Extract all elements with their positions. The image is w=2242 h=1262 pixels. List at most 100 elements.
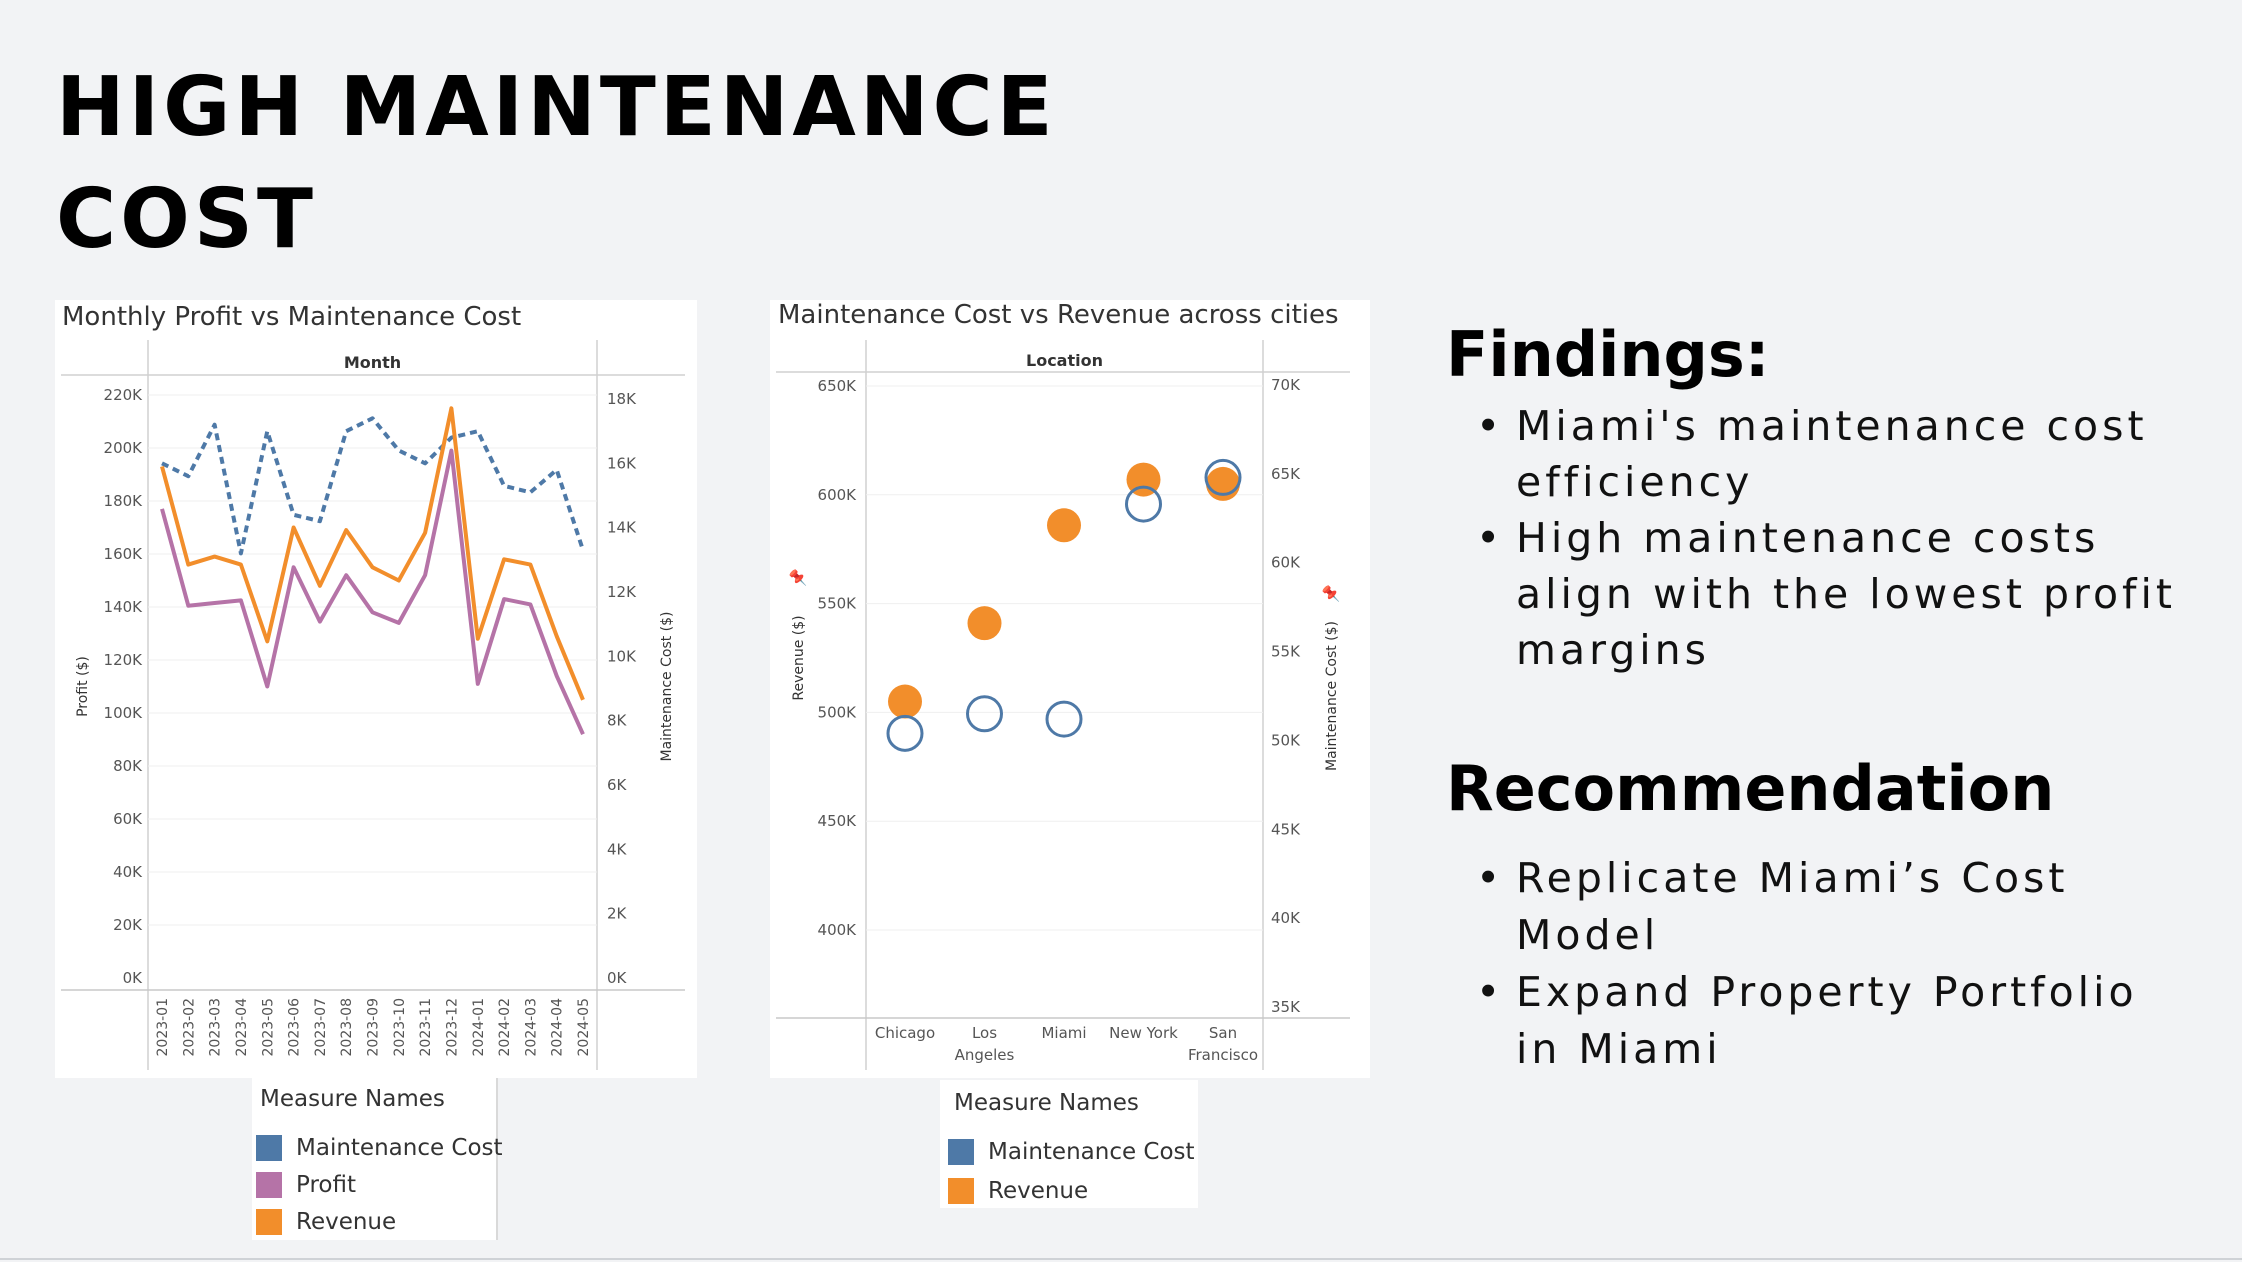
- legend-item-maintenance-cost[interactable]: Maintenance Cost: [256, 1130, 503, 1166]
- legend-item-profit[interactable]: Profit: [256, 1167, 356, 1203]
- y-axis-title: Revenue ($): [791, 615, 807, 700]
- y2-tick-label: 65K: [1271, 465, 1301, 483]
- legend-label: Revenue: [988, 1178, 1089, 1204]
- y2-tick-label: 40K: [1271, 909, 1301, 927]
- x-tick-label: 2024-01: [471, 998, 487, 1057]
- x-tick-label: Miami: [1041, 1024, 1086, 1042]
- x-tick-label: 2023-07: [313, 998, 329, 1057]
- point-maintenance-cost: [886, 714, 924, 752]
- y-tick-label: 500K: [818, 703, 858, 721]
- x-tick-label: San: [1209, 1024, 1237, 1042]
- cost-revenue-cities-chart: Maintenance Cost vs Revenue across citie…: [770, 300, 1370, 1078]
- y-tick-label: 550K: [818, 595, 858, 613]
- chart1-legend: Measure Names Maintenance Cost Profit Re…: [252, 1078, 503, 1240]
- profit-maintenance-chart: Monthly Profit vs Maintenance Cost Month…: [55, 300, 697, 1078]
- legend-item-revenue[interactable]: Revenue: [256, 1204, 396, 1240]
- y2-axis-title: Maintenance Cost ($): [659, 611, 675, 761]
- x-tick-label: Los: [972, 1024, 997, 1042]
- legend-item-revenue[interactable]: Revenue: [948, 1173, 1088, 1209]
- series-line-profit: [160, 448, 585, 736]
- x-tick-label: Angeles: [955, 1046, 1015, 1064]
- y-tick-label: 0K: [123, 969, 144, 987]
- x-tick-label: Chicago: [875, 1024, 935, 1042]
- legend-item-maintenance-cost[interactable]: Maintenance Cost: [948, 1134, 1195, 1170]
- y-tick-label: 100K: [104, 704, 144, 722]
- y2-tick-label: 18K: [607, 390, 637, 408]
- x-tick-label: 2024-03: [523, 998, 539, 1057]
- x-tick-label: 2023-12: [444, 998, 460, 1057]
- y2-tick-label: 4K: [607, 840, 628, 858]
- pin-icon: 📌: [1321, 584, 1340, 603]
- y2-tick-label: 55K: [1271, 643, 1301, 661]
- x-tick-label: 2024-04: [550, 998, 566, 1057]
- y2-axis-title: Maintenance Cost ($): [1324, 621, 1340, 771]
- recommendation-item: Expand Property Portfolio in Miami: [1476, 964, 2156, 1078]
- y-tick-label: 450K: [818, 812, 858, 830]
- chart1-legend-title: Measure Names: [260, 1086, 445, 1112]
- maintenance-cost-swatch: [256, 1135, 282, 1161]
- revenue-swatch: [256, 1209, 282, 1235]
- x-tick-label: 2023-03: [208, 998, 224, 1057]
- chart2-legend-title: Measure Names: [954, 1090, 1139, 1116]
- findings-item: High maintenance costs align with the lo…: [1476, 510, 2176, 678]
- y2-tick-label: 12K: [607, 583, 637, 601]
- x-tick-label: 2023-11: [418, 998, 434, 1057]
- chart2-legend: Measure Names Maintenance Cost Revenue: [940, 1080, 1198, 1208]
- y-tick-label: 160K: [104, 545, 144, 563]
- chart1-title: Monthly Profit vs Maintenance Cost: [62, 302, 522, 332]
- y2-tick-label: 60K: [1271, 554, 1301, 572]
- x-tick-label: 2023-10: [392, 998, 408, 1057]
- chart1-svg: Month 0K 20K 40K 60K 80K 100K 120K 140K 160K 180K 2…: [61, 340, 685, 1070]
- x-tick-label: 2023-02: [181, 998, 197, 1057]
- revenue-swatch: [948, 1178, 974, 1204]
- legend-label: Profit: [296, 1172, 356, 1198]
- x-tick-label: 2023-06: [287, 998, 303, 1057]
- recommendation-list: Replicate Miami’s Cost Model Expand Prop…: [1476, 850, 2156, 1078]
- chart1-header: Month: [344, 353, 401, 372]
- x-tick-label: 2024-02: [497, 998, 513, 1057]
- x-tick-label: 2023-08: [339, 998, 355, 1057]
- point-maintenance-cost: [1204, 458, 1242, 496]
- y-tick-label: 180K: [104, 492, 144, 510]
- y-axis-title: Profit ($): [75, 656, 91, 717]
- legend-label: Revenue: [296, 1209, 397, 1235]
- y-tick-label: 600K: [818, 486, 858, 504]
- pin-icon: 📌: [788, 568, 807, 587]
- chart2-title: Maintenance Cost vs Revenue across citie…: [778, 300, 1339, 330]
- y2-tick-label: 6K: [607, 776, 628, 794]
- bottom-divider: [0, 1258, 2242, 1260]
- point-revenue: [1047, 508, 1081, 543]
- point-revenue: [967, 606, 1002, 641]
- x-tick-label: 2023-09: [366, 998, 382, 1057]
- x-tick-label: 2023-01: [155, 998, 171, 1057]
- point-maintenance-cost: [1125, 485, 1162, 523]
- recommendation-item: Replicate Miami’s Cost Model: [1476, 850, 2156, 964]
- y2-tick-label: 16K: [607, 454, 637, 472]
- findings-heading: Findings:: [1446, 318, 1770, 391]
- y2-tick-label: 70K: [1271, 376, 1301, 394]
- y-tick-label: 120K: [104, 651, 144, 669]
- recommendation-heading: Recommendation: [1446, 752, 2055, 825]
- y2-tick-label: 45K: [1271, 820, 1301, 838]
- y-tick-label: 400K: [818, 921, 858, 939]
- y-tick-label: 60K: [113, 810, 143, 828]
- x-tick-label: New York: [1109, 1024, 1178, 1042]
- chart2-svg: Location 400K 450K 500K 550K 600K 650K 35K 40K 45…: [776, 340, 1350, 1070]
- y-tick-label: 200K: [104, 439, 144, 457]
- profit-swatch: [256, 1172, 282, 1198]
- findings-item: Miami's maintenance cost efficiency: [1476, 398, 2176, 510]
- x-tick-label: 2023-04: [234, 998, 250, 1057]
- point-revenue: [888, 684, 922, 719]
- y-tick-label: 650K: [818, 377, 858, 395]
- y2-tick-label: 2K: [607, 905, 628, 923]
- y-tick-label: 140K: [104, 598, 144, 616]
- maintenance-cost-swatch: [948, 1139, 974, 1165]
- legend-label: Maintenance Cost: [296, 1135, 503, 1161]
- series-line-maintenance-cost: [161, 416, 585, 556]
- point-maintenance-cost: [966, 695, 1003, 733]
- series-line-revenue: [160, 406, 585, 701]
- y-tick-label: 80K: [113, 757, 143, 775]
- x-tick-label: 2023-05: [260, 998, 276, 1057]
- chart2-header: Location: [1026, 351, 1103, 370]
- legend-label: Maintenance Cost: [988, 1139, 1195, 1165]
